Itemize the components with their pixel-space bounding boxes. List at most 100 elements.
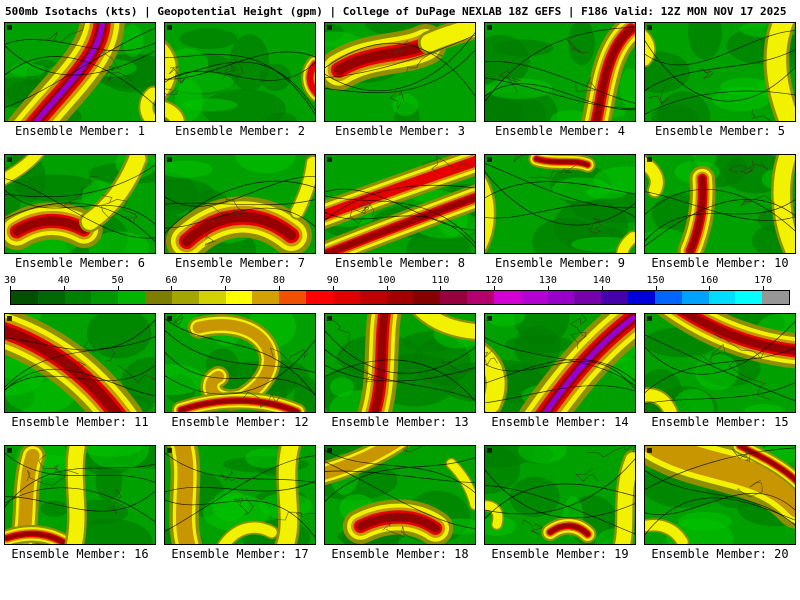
panel-member-6: Ensemble Member: 6 [4, 154, 156, 272]
ensemble-map-graphic-6 [5, 155, 155, 253]
colorbar-segment [386, 291, 414, 304]
colorbar-tick-label: 170 [754, 275, 773, 286]
colorbar-segment [708, 291, 736, 304]
colorbar-segment [359, 291, 387, 304]
ensemble-map-graphic-10 [645, 155, 795, 253]
ensemble-map-graphic-14 [485, 314, 635, 412]
member-label-19: Ensemble Member: 19 [491, 547, 629, 561]
colorbar-segment [91, 291, 119, 304]
colorbar-tick-label: 110 [431, 275, 450, 286]
colorbar-segment [547, 291, 575, 304]
colorbar-tick-mark [709, 286, 711, 290]
panel-member-18: Ensemble Member: 18 [324, 445, 476, 563]
colorbar-tick-mark [763, 286, 765, 290]
map-member-15 [644, 313, 796, 413]
colorbar-segment [225, 291, 253, 304]
panel-member-5: Ensemble Member: 5 [644, 22, 796, 140]
map-member-16 [4, 445, 156, 545]
panel-member-15: Ensemble Member: 15 [644, 313, 796, 431]
panel-member-13: Ensemble Member: 13 [324, 313, 476, 431]
ensemble-map-graphic-18 [325, 446, 475, 544]
colorbar-segment [413, 291, 441, 304]
page-title: 500mb Isotachs (kts) | Geopotential Heig… [5, 5, 787, 18]
ensemble-map-graphic-8 [325, 155, 475, 253]
colorbar-segment [493, 291, 521, 304]
colorbar-bar [10, 290, 790, 305]
colorbar-tick-label: 90 [326, 275, 339, 286]
ensemble-row-2: Ensemble Member: 6 Ensemble Member: 7 En… [0, 154, 800, 272]
map-member-7 [164, 154, 316, 254]
member-label-8: Ensemble Member: 8 [334, 256, 466, 270]
map-member-18 [324, 445, 476, 545]
member-label-14: Ensemble Member: 14 [491, 415, 629, 429]
member-label-17: Ensemble Member: 17 [171, 547, 309, 561]
panel-member-16: Ensemble Member: 16 [4, 445, 156, 563]
panel-member-4: Ensemble Member: 4 [484, 22, 636, 140]
member-label-20: Ensemble Member: 20 [651, 547, 789, 561]
panel-member-20: Ensemble Member: 20 [644, 445, 796, 563]
colorbar-tick-mark [655, 286, 657, 290]
member-label-12: Ensemble Member: 12 [171, 415, 309, 429]
colorbar-tick-label: 80 [272, 275, 285, 286]
colorbar-tick-mark [332, 286, 334, 290]
member-label-9: Ensemble Member: 9 [494, 256, 626, 270]
panel-member-14: Ensemble Member: 14 [484, 313, 636, 431]
colorbar-segment [11, 291, 38, 304]
ensemble-map-graphic-1 [5, 23, 155, 121]
colorbar-segment [574, 291, 602, 304]
colorbar-labels: 30 40 50 60 70 80 90 100 110 120 130 140 150 160 170 [4, 275, 790, 286]
colorbar-tick-label: 100 [377, 275, 396, 286]
colorbar-tick-label: 150 [646, 275, 665, 286]
map-member-11 [4, 313, 156, 413]
ensemble-map-graphic-9 [485, 155, 635, 253]
colorbar-segment [601, 291, 629, 304]
colorbar: 30 40 50 60 70 80 90 100 110 120 130 140 150 160 170 [4, 275, 790, 305]
colorbar-segment [37, 291, 65, 304]
member-label-3: Ensemble Member: 3 [334, 124, 466, 138]
colorbar-segment [681, 291, 709, 304]
colorbar-segment [252, 291, 280, 304]
ensemble-map-graphic-4 [485, 23, 635, 121]
member-label-18: Ensemble Member: 18 [331, 547, 469, 561]
colorbar-tick-label: 140 [592, 275, 611, 286]
colorbar-segment [520, 291, 548, 304]
colorbar-tick-label: 120 [485, 275, 504, 286]
colorbar-tick-mark [117, 286, 119, 290]
colorbar-tick-mark [386, 286, 388, 290]
map-member-12 [164, 313, 316, 413]
member-label-7: Ensemble Member: 7 [174, 256, 306, 270]
colorbar-segment [628, 291, 655, 304]
member-label-10: Ensemble Member: 10 [651, 256, 789, 270]
map-member-14 [484, 313, 636, 413]
colorbar-tick-mark [547, 286, 549, 290]
panel-member-11: Ensemble Member: 11 [4, 313, 156, 431]
map-member-9 [484, 154, 636, 254]
colorbar-tick-mark [225, 286, 227, 290]
colorbar-tick-label: 70 [219, 275, 232, 286]
ensemble-map-graphic-17 [165, 446, 315, 544]
ensemble-map-graphic-11 [5, 314, 155, 412]
colorbar-tick-label: 160 [700, 275, 719, 286]
panel-member-17: Ensemble Member: 17 [164, 445, 316, 563]
colorbar-tick-label: 130 [538, 275, 557, 286]
member-label-4: Ensemble Member: 4 [494, 124, 626, 138]
ensemble-map-graphic-12 [165, 314, 315, 412]
colorbar-tick-label: 50 [111, 275, 124, 286]
ensemble-map-graphic-16 [5, 446, 155, 544]
colorbar-tick-mark [601, 286, 603, 290]
ensemble-map-graphic-2 [165, 23, 315, 121]
colorbar-segment [654, 291, 682, 304]
panel-member-3: Ensemble Member: 3 [324, 22, 476, 140]
colorbar-segment [467, 291, 494, 304]
member-label-13: Ensemble Member: 13 [331, 415, 469, 429]
panel-member-7: Ensemble Member: 7 [164, 154, 316, 272]
ensemble-row-3: Ensemble Member: 11 Ensemble Member: 12 … [0, 313, 800, 431]
ensemble-map-graphic-20 [645, 446, 795, 544]
colorbar-segment [198, 291, 226, 304]
map-member-2 [164, 22, 316, 122]
panel-member-1: Ensemble Member: 1 [4, 22, 156, 140]
map-member-20 [644, 445, 796, 545]
panel-member-9: Ensemble Member: 9 [484, 154, 636, 272]
colorbar-segment [306, 291, 333, 304]
colorbar-ticks [10, 286, 790, 290]
